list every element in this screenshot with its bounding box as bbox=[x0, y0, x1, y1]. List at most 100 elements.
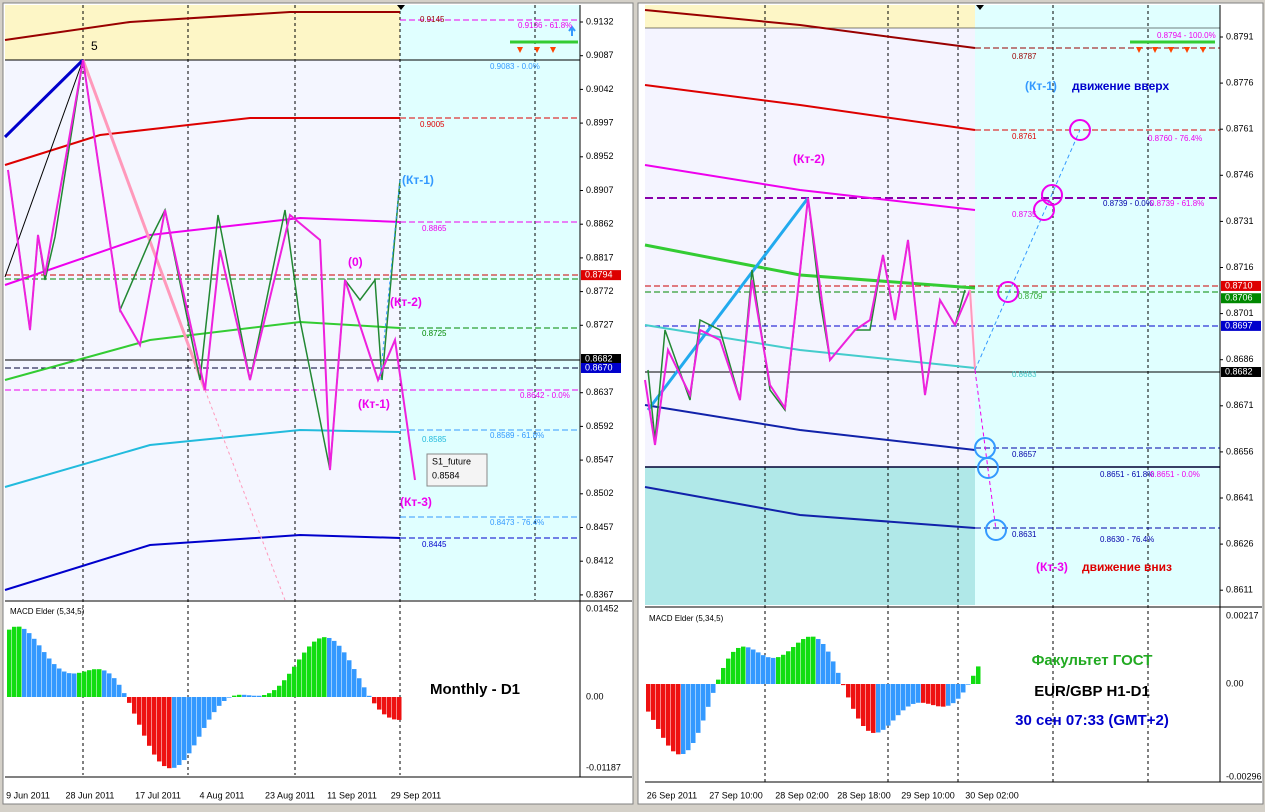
price-label: 0.8701 bbox=[1226, 308, 1254, 318]
wave-mark: 5 bbox=[91, 39, 98, 53]
macd-bar bbox=[746, 647, 751, 684]
macd-bar bbox=[317, 638, 322, 697]
macd-bar bbox=[961, 684, 966, 693]
price-label: 0.8637 bbox=[586, 387, 614, 397]
macd-bar bbox=[272, 690, 277, 697]
level: 0.9083 - 0.0% bbox=[490, 62, 540, 71]
macd-bar bbox=[202, 697, 207, 728]
level: 0.8735 bbox=[1012, 210, 1037, 219]
tooltip-name: S1_future bbox=[432, 456, 471, 466]
level: 0.8585 bbox=[422, 435, 447, 444]
direction-note: движение вниз bbox=[1082, 560, 1172, 574]
macd-label: -0.00296 bbox=[1226, 771, 1262, 781]
time-label: 28 Sep 02:00 bbox=[775, 790, 829, 800]
macd-bar bbox=[866, 684, 871, 731]
macd-bar bbox=[42, 652, 47, 697]
macd-bar bbox=[776, 657, 781, 684]
price-label: 0.8641 bbox=[1226, 492, 1254, 502]
macd-bar bbox=[297, 659, 302, 697]
macd-bar bbox=[646, 684, 651, 712]
level: 0.8787 bbox=[1012, 52, 1037, 61]
price-box-label: 0.8794 bbox=[585, 269, 613, 279]
macd-bar bbox=[896, 684, 901, 716]
macd-bar bbox=[911, 684, 916, 704]
macd-bar bbox=[357, 678, 362, 697]
macd-bar bbox=[222, 697, 227, 701]
macd-bar bbox=[177, 697, 182, 766]
price-box bbox=[1221, 293, 1261, 304]
macd-bar bbox=[242, 694, 247, 697]
level: 0.8651 - 0.0% bbox=[1150, 470, 1200, 479]
macd-bar bbox=[132, 697, 137, 714]
level: 0.8794 - 100.0% bbox=[1157, 31, 1216, 40]
macd-bar bbox=[142, 697, 147, 736]
macd-bar bbox=[821, 643, 826, 684]
macd-bar bbox=[706, 684, 711, 707]
wave-mark: (Кт-1) bbox=[1025, 79, 1057, 93]
macd-bar bbox=[651, 684, 656, 720]
macd-bar bbox=[966, 684, 971, 685]
macd-bar bbox=[781, 654, 786, 684]
price-label: 0.8761 bbox=[1226, 124, 1254, 134]
macd-bar bbox=[182, 697, 187, 761]
price-label: 0.8817 bbox=[586, 252, 614, 262]
time-label: 9 Jun 2011 bbox=[6, 790, 50, 800]
level: 0.8739 - 61.8% bbox=[1150, 199, 1204, 208]
macd-bar bbox=[352, 669, 357, 697]
macd-bar bbox=[327, 637, 332, 697]
price-label: 0.8746 bbox=[1226, 170, 1254, 180]
macd-bar bbox=[287, 673, 292, 697]
level: 0.8473 - 76.4% bbox=[490, 518, 544, 527]
macd-bar bbox=[107, 673, 112, 697]
level: 0.8642 - 0.0% bbox=[520, 391, 570, 400]
caption: Факультет ГОСТ bbox=[1032, 652, 1153, 669]
macd-bar bbox=[851, 684, 856, 709]
macd-bar bbox=[137, 697, 142, 725]
macd-label: 0.00217 bbox=[1226, 610, 1259, 620]
macd-bar bbox=[82, 671, 87, 697]
macd-bar bbox=[172, 697, 177, 768]
macd-bar bbox=[57, 668, 62, 697]
price-box bbox=[581, 354, 621, 364]
macd-bar bbox=[766, 657, 771, 684]
macd-bar bbox=[217, 697, 222, 706]
macd-bar bbox=[12, 626, 17, 697]
macd-bar bbox=[956, 684, 961, 699]
macd-bar bbox=[27, 633, 32, 697]
macd-bar bbox=[187, 697, 192, 754]
level: 0.8631 bbox=[1012, 530, 1037, 539]
macd-bar bbox=[741, 646, 746, 684]
level: 0.8589 - 61.8% bbox=[490, 431, 544, 440]
wave-mark: (Кт-1) bbox=[402, 173, 434, 187]
level: 0.9136 - 61.8% bbox=[518, 21, 572, 30]
macd-bar bbox=[87, 670, 92, 697]
macd-bar bbox=[152, 697, 157, 755]
level: 0.8725 bbox=[422, 329, 447, 338]
level: 0.8445 bbox=[422, 540, 447, 549]
macd-bar bbox=[117, 684, 122, 697]
macd-bar bbox=[891, 684, 896, 721]
macd-bar bbox=[946, 684, 951, 706]
price-label: 0.8727 bbox=[586, 320, 614, 330]
macd-bar bbox=[816, 638, 821, 684]
time-label: 30 Sep 02:00 bbox=[965, 790, 1019, 800]
macd-bar bbox=[167, 697, 172, 769]
macd-bar bbox=[736, 647, 741, 684]
macd-bar bbox=[212, 697, 217, 713]
macd-bar bbox=[716, 679, 721, 684]
macd-bar bbox=[277, 685, 282, 697]
macd-bar bbox=[392, 697, 397, 720]
macd-bar bbox=[72, 673, 77, 697]
macd-bar bbox=[257, 695, 262, 697]
macd-bar bbox=[157, 697, 162, 762]
price-box-label: 0.8710 bbox=[1225, 280, 1253, 290]
macd-bar bbox=[941, 684, 946, 707]
macd-bar bbox=[342, 652, 347, 697]
macd-bar bbox=[806, 636, 811, 684]
macd-bar bbox=[846, 684, 851, 698]
time-label: 28 Sep 18:00 bbox=[837, 790, 891, 800]
levels: 0.9145 0.9136 - 61.8% 0.9083 - 0.0% 0.90… bbox=[420, 15, 572, 549]
time-label: 27 Sep 10:00 bbox=[709, 790, 763, 800]
wave-mark: (Кт-3) bbox=[400, 495, 432, 509]
price-label: 0.8686 bbox=[1226, 354, 1254, 364]
